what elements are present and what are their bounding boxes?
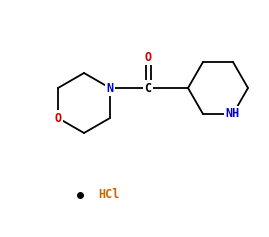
- Text: N: N: [107, 82, 114, 95]
- Text: O: O: [55, 111, 62, 124]
- Text: O: O: [144, 50, 151, 64]
- Text: C: C: [144, 82, 151, 95]
- Text: HCl: HCl: [98, 188, 119, 201]
- Text: NH: NH: [226, 108, 240, 120]
